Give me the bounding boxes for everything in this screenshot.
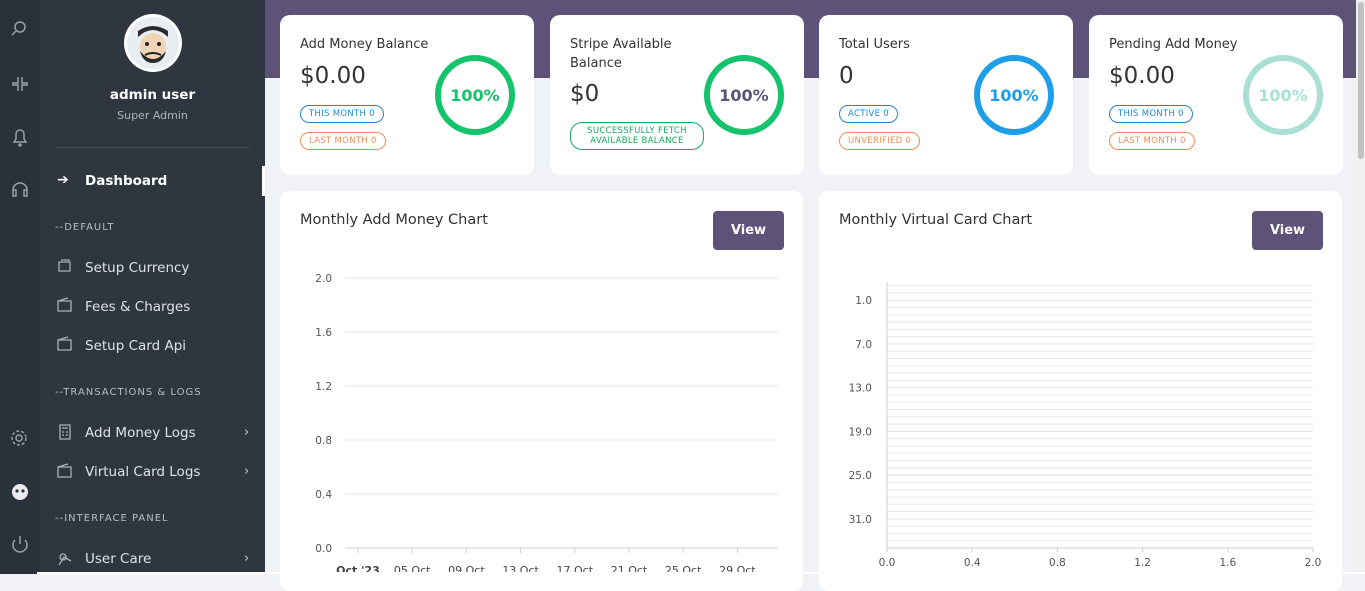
scrollbar [1356,0,1365,574]
divider [56,147,250,148]
bell-icon[interactable] [12,129,28,147]
icon-bar-icons [11,21,28,553]
menu-item-active[interactable]: Dashboard [85,173,168,189]
menu-item[interactable]: Fees & Charges [85,299,191,315]
stat-card: Stripe Available Balance $0 SUCCESSFULLY… [550,15,804,175]
card-amount: 0 [839,63,854,89]
sidebar: admin user Super Admin ➔ Dashboard --DEF… [40,0,265,574]
badge: LAST MONTH 0 [300,132,386,150]
section-label: --TRANSACTIONS & LOGS [55,387,202,398]
chevron: › [244,464,250,479]
badge: LAST MONTH 0 [1109,132,1195,150]
support-icon[interactable] [12,182,28,197]
menu-item[interactable]: Virtual Card Logs [85,464,201,480]
scrollbar-thumb[interactable] [1358,2,1364,159]
section-label: --DEFAULT [55,222,115,233]
user-role: Super Admin [117,109,188,122]
card-title: Pending Add Money [1109,37,1238,52]
menu-icons [57,259,72,566]
arrow-icon: ➔ [57,172,69,188]
stat-card: Total Users 0 ACTIVE 0 UNVERIFIED 0 [819,15,1073,175]
card-title: Add Money Balance [300,37,429,52]
search-icon[interactable] [11,21,26,36]
card-amount: $0.00 [1109,63,1175,89]
badge: THIS MONTH 0 [300,105,384,123]
avatar[interactable] [123,13,183,73]
chart-title: Monthly Add Money Chart [300,212,488,228]
menu-item[interactable]: User Care [85,551,152,567]
chart-title: Monthly Virtual Card Chart [839,212,1033,228]
view-button[interactable]: View [1252,211,1323,250]
menu-item[interactable]: Setup Currency [85,260,190,276]
menu-item[interactable]: Add Money Logs [85,425,196,441]
user-name: admin user [109,87,196,103]
card-title: Total Users [839,37,910,52]
view-button[interactable]: View [713,211,784,250]
chevron: › [244,551,250,566]
card-amount: $0 [570,81,600,107]
icon-bar [0,0,40,574]
card-amount: $0.00 [300,63,366,89]
settings-icon[interactable] [11,430,27,446]
stat-card: Pending Add Money $0.00 THIS MONTH 0 LAS… [1089,15,1343,175]
stat-card: Add Money Balance $0.00 THIS MONTH 0 LAS… [280,15,534,175]
menu-item[interactable]: Setup Card Api [85,338,187,354]
chart-panel: Monthly Virtual Card Chart View [819,191,1342,591]
chart-panel: Monthly Add Money Chart View [280,191,803,591]
badge: THIS MONTH 0 [1109,105,1193,123]
active-indicator [262,166,265,196]
badge: SUCCESSFULLY FETCH AVAILABLE BALANCE [570,122,704,150]
badge: ACTIVE 0 [839,105,898,123]
section-label: --INTERFACE PANEL [55,513,169,524]
card-title: Stripe Available Balance [570,37,672,71]
profile-icon[interactable] [12,484,28,500]
badge: UNVERIFIED 0 [839,132,921,150]
power-icon[interactable] [12,536,28,553]
chevron: › [244,425,250,440]
collapse-icon[interactable] [12,77,28,91]
